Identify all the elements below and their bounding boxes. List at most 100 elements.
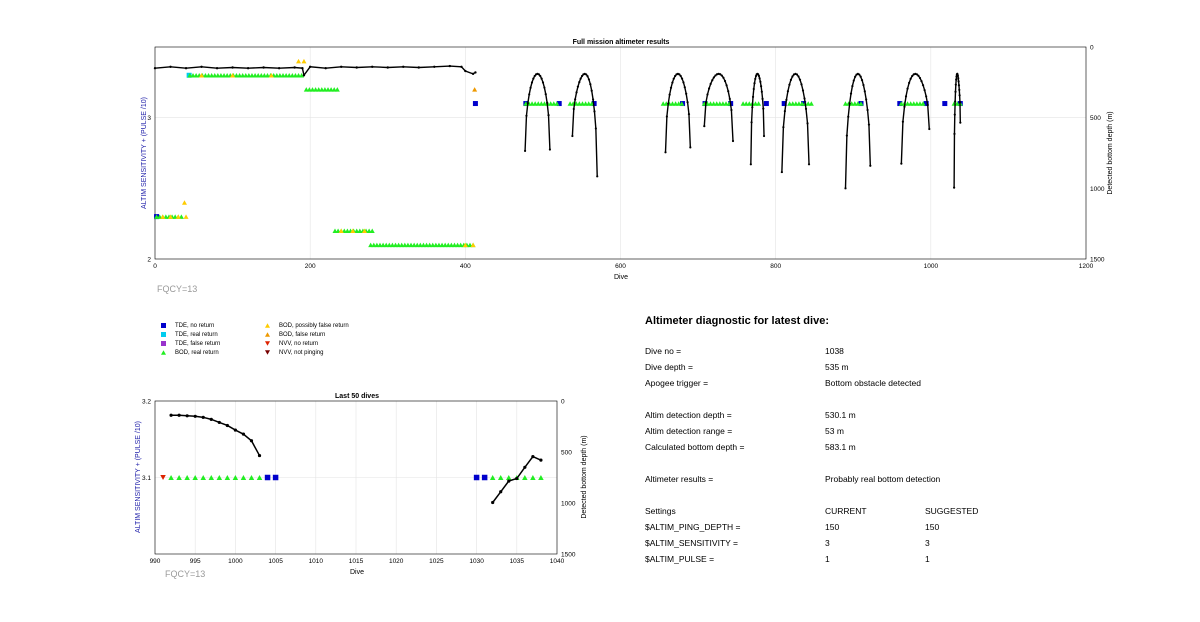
depth-point xyxy=(526,102,529,105)
altim-range-label: Altim detection range = xyxy=(645,426,733,436)
x-tick-label: 1030 xyxy=(469,558,484,565)
last-50-dives-chart: Last 50 dives 990 995 1000 1005 1010 1015 1020… xyxy=(135,393,588,576)
depth-point xyxy=(751,95,755,98)
tde-no-return-marker xyxy=(473,474,480,481)
tde-no-return-marker xyxy=(801,101,807,107)
apogee-value: Bottom obstacle detected xyxy=(825,378,921,388)
setting-name: $ALTIM_PULSE = xyxy=(645,554,715,564)
y-tick-label: 3 xyxy=(147,115,151,122)
small-x-label: Dive xyxy=(350,569,364,576)
depth-point xyxy=(576,85,580,88)
bod-real-return-marker xyxy=(232,475,239,480)
depth-point xyxy=(953,186,956,189)
depth-point xyxy=(185,414,189,418)
bod-possibly-false-return-marker xyxy=(160,214,166,219)
bod-possibly-false-return-marker xyxy=(350,228,356,233)
x-tick-label: 1200 xyxy=(1079,263,1094,270)
x-tick-label: 600 xyxy=(615,263,626,270)
y-right-tick-label: 1500 xyxy=(1090,257,1105,264)
depth-point xyxy=(533,74,536,78)
depth-point xyxy=(723,79,727,83)
depth-point xyxy=(909,77,912,80)
depth-point xyxy=(789,78,793,81)
bod-possibly-false-return-marker xyxy=(230,73,236,78)
depth-point xyxy=(921,84,925,87)
y-right-tick-label: 500 xyxy=(561,450,572,457)
small-chart-title: Last 50 dives xyxy=(335,393,379,400)
depth-point xyxy=(703,125,706,128)
depth-point xyxy=(324,67,327,70)
legend-item: TDE, false return xyxy=(160,340,220,347)
legend-symbol xyxy=(265,332,270,337)
main-fqcy-annotation: FQCY=13 xyxy=(157,284,198,294)
depth-point xyxy=(731,139,735,143)
bod-false-return-marker xyxy=(472,87,478,92)
small-grid xyxy=(154,400,558,554)
depth-point xyxy=(678,73,681,76)
depth-point xyxy=(709,82,712,85)
small-y-ticks: 3.1 3.2 xyxy=(142,399,151,483)
depth-point xyxy=(241,432,246,436)
depth-arc xyxy=(703,73,734,142)
depth-point xyxy=(491,500,495,505)
nvv-no-return-marker xyxy=(160,475,166,480)
tde-no-return-marker xyxy=(923,101,929,107)
bod-real-return-marker xyxy=(756,101,762,106)
depth-point xyxy=(541,81,545,84)
bod-possibly-false-return-marker xyxy=(462,242,468,248)
depth-point xyxy=(539,458,543,462)
x-tick-label: 1000 xyxy=(924,263,939,270)
tde-no-return-marker xyxy=(942,101,948,107)
depth-point xyxy=(257,453,262,458)
setting-current: 1 xyxy=(825,554,830,564)
depth-point xyxy=(683,86,686,89)
y-tick-label: 3.2 xyxy=(142,399,151,406)
altim-depth-label: Altim detection depth = xyxy=(645,410,732,420)
main-chart-title: Full mission altimeter results xyxy=(573,39,670,46)
depth-point xyxy=(917,74,920,77)
depth-point xyxy=(200,65,203,68)
depth-point xyxy=(860,78,864,82)
depth-point xyxy=(525,114,528,117)
depth-point xyxy=(918,76,922,80)
depth-point xyxy=(925,95,928,98)
depth-point xyxy=(780,170,783,174)
main-x-label: Dive xyxy=(614,274,628,281)
depth-point xyxy=(225,423,229,428)
x-tick-label: 0 xyxy=(153,263,157,270)
depth-point xyxy=(956,74,960,77)
depth-point xyxy=(169,65,172,68)
depth-point xyxy=(854,75,857,78)
depth-arc xyxy=(750,72,765,165)
bod-real-return-marker xyxy=(554,101,560,106)
legend-swatch xyxy=(265,332,270,337)
depth-point xyxy=(845,134,848,137)
depth-arc xyxy=(781,73,810,173)
depth-point xyxy=(177,413,181,417)
depth-point xyxy=(664,151,667,154)
depth-point xyxy=(574,98,577,101)
depth-point xyxy=(923,89,926,92)
suggested-header: SUGGESTED xyxy=(925,506,979,516)
depth-point xyxy=(911,74,914,78)
small-plot-frame xyxy=(154,400,558,555)
depth-point xyxy=(797,75,800,78)
y-right-tick-label: 1000 xyxy=(561,501,576,508)
depth-point xyxy=(859,75,862,78)
depth-point xyxy=(749,163,752,166)
bod-real-return-marker xyxy=(176,475,182,480)
bod-real-return-marker xyxy=(168,475,174,480)
depth-point xyxy=(791,75,794,78)
x-tick-label: 1000 xyxy=(228,558,243,565)
main-y-right-ticks: 0 500 1000 1500 xyxy=(1090,45,1105,264)
depth-point xyxy=(474,71,477,74)
depth-point xyxy=(954,90,957,93)
depth-point xyxy=(753,82,756,85)
depth-point xyxy=(759,85,763,88)
depth-point xyxy=(762,107,765,110)
bod-possibly-false-return-marker xyxy=(168,214,174,219)
depth-point xyxy=(523,149,527,152)
depth-point xyxy=(464,69,467,73)
small-fqcy-annotation: FQCY=13 xyxy=(165,569,206,579)
legend-label: TDE, no return xyxy=(175,322,215,329)
